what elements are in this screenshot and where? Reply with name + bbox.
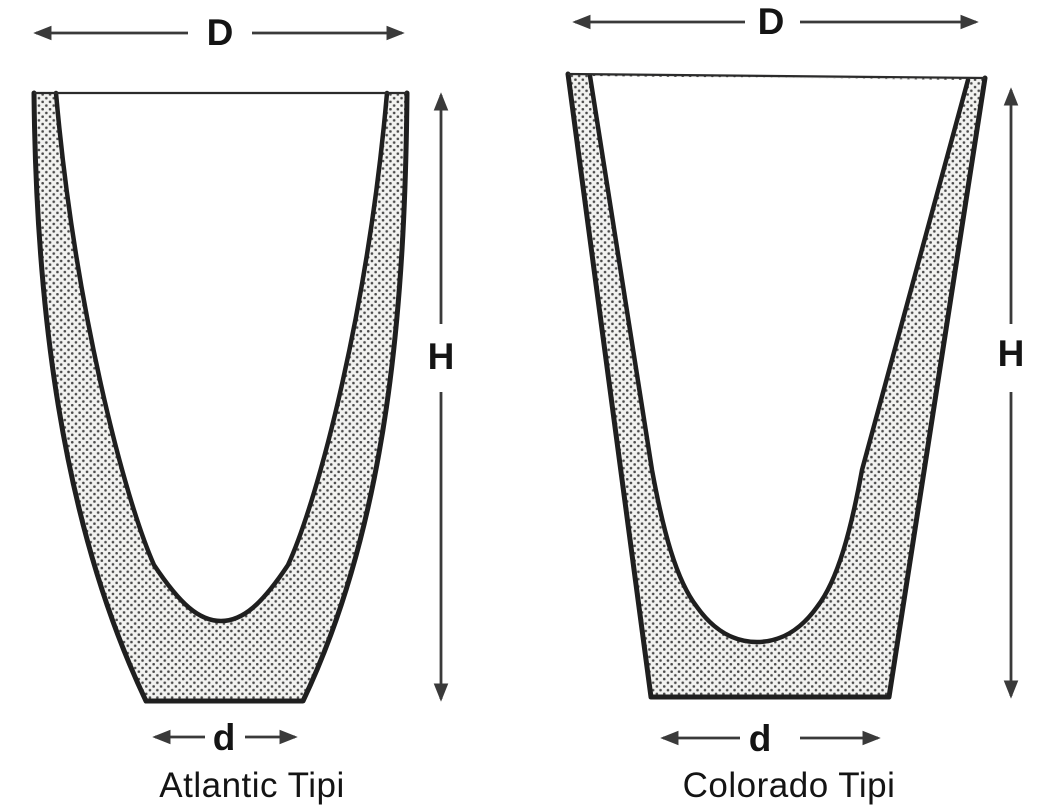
base-diameter-label: d (749, 718, 772, 759)
colorado-vessel-outline (565, 71, 988, 700)
colorado-tipi-figure: D H d Colorado Tipi (565, 1, 1025, 805)
colorado-rim-line (567, 72, 986, 80)
figure-caption: Colorado Tipi (683, 766, 896, 805)
colorado-vessel-wall (568, 74, 985, 697)
top-diameter-label: D (758, 1, 785, 42)
colorado-top-diameter-dimension: D (572, 1, 979, 42)
height-label: H (428, 336, 455, 377)
colorado-height-dimension: H (998, 87, 1025, 699)
atlantic-base-diameter-dimension: d (152, 717, 298, 758)
atlantic-vessel-wall (34, 93, 407, 701)
atlantic-cavity-outline (53, 90, 390, 624)
colorado-base-diameter-dimension: d (660, 718, 881, 759)
atlantic-tipi-figure: D H d Atlantic Tipi (31, 12, 455, 805)
height-label: H (998, 333, 1025, 374)
figure-caption: Atlantic Tipi (159, 766, 344, 805)
top-diameter-label: D (207, 12, 234, 53)
atlantic-vessel-outline (31, 90, 410, 704)
atlantic-height-dimension: H (428, 92, 455, 702)
atlantic-top-diameter-dimension: D (33, 12, 405, 53)
base-diameter-label: d (213, 717, 236, 758)
colorado-cavity-outline (587, 73, 971, 645)
